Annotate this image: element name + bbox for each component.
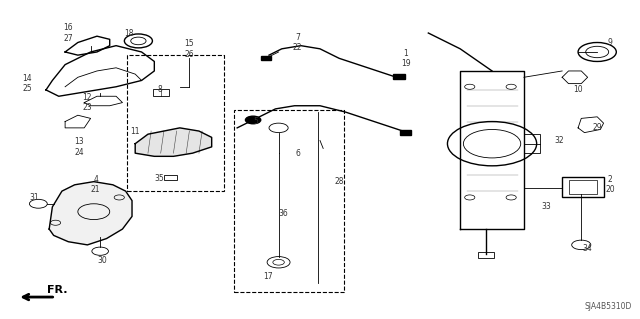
Text: 30: 30 (97, 256, 107, 265)
Bar (394, 74, 404, 79)
Circle shape (246, 116, 260, 124)
Text: 6: 6 (295, 149, 300, 158)
Text: 29: 29 (593, 123, 602, 132)
Text: 32: 32 (554, 136, 564, 145)
Bar (524, 134, 540, 153)
Text: 8: 8 (157, 85, 162, 94)
Bar (399, 130, 411, 135)
Bar (562, 177, 604, 197)
Text: 17: 17 (263, 272, 273, 281)
Bar (153, 89, 169, 96)
Text: 15
26: 15 26 (184, 39, 194, 58)
Bar (261, 56, 271, 60)
Polygon shape (49, 182, 132, 245)
Text: 14
25: 14 25 (22, 74, 32, 93)
Bar (234, 110, 344, 292)
Text: 18: 18 (124, 28, 134, 38)
Text: 28: 28 (334, 177, 344, 186)
Text: 33: 33 (541, 203, 551, 211)
Text: 16
27: 16 27 (63, 23, 73, 43)
Text: 34: 34 (583, 243, 593, 253)
Text: 12
23: 12 23 (83, 93, 92, 112)
Text: 13
24: 13 24 (74, 137, 84, 157)
Text: 4
21: 4 21 (91, 175, 100, 195)
Text: 2
20: 2 20 (605, 175, 615, 195)
Text: FR.: FR. (47, 285, 68, 295)
Text: SJA4B5310D: SJA4B5310D (585, 302, 632, 311)
Bar (478, 252, 494, 258)
Text: 35: 35 (154, 174, 164, 183)
Text: 10: 10 (573, 85, 583, 94)
Text: 11: 11 (131, 127, 140, 136)
Text: 7
22: 7 22 (293, 33, 303, 52)
Text: 31: 31 (29, 193, 39, 202)
Text: 1
19: 1 19 (401, 48, 411, 68)
Text: 9: 9 (607, 38, 612, 47)
Bar (568, 180, 597, 194)
Text: 5: 5 (254, 117, 259, 126)
Polygon shape (135, 128, 212, 156)
Text: 36: 36 (278, 209, 288, 218)
Bar (164, 175, 177, 180)
Bar (127, 55, 224, 191)
